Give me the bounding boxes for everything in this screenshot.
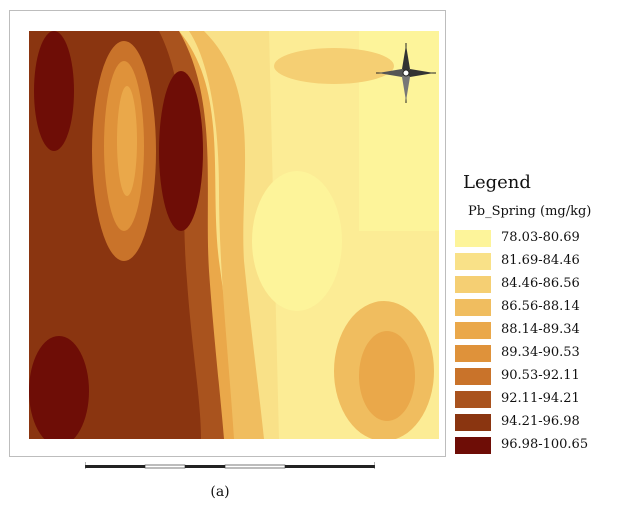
legend-label: 86.56-88.14 — [501, 299, 580, 314]
legend-swatch — [455, 276, 491, 293]
legend-label: 90.53-92.11 — [501, 368, 580, 383]
figure-caption: (a) — [210, 484, 230, 500]
legend-subtitle: Pb_Spring (mg/kg) — [468, 204, 592, 219]
compass-rose-icon — [376, 43, 436, 103]
map-west-lens-core — [117, 86, 137, 196]
legend-swatch — [455, 345, 491, 362]
legend-swatch — [455, 253, 491, 270]
map-low-center — [252, 171, 342, 311]
legend-swatch — [455, 414, 491, 431]
legend-label: 96.98-100.65 — [501, 437, 589, 452]
legend-item: 89.34-90.53 — [455, 344, 618, 363]
map-high-southwest — [29, 336, 89, 439]
legend-swatch — [455, 322, 491, 339]
legend-item: 81.69-84.46 — [455, 252, 618, 271]
legend-label: 88.14-89.34 — [501, 322, 580, 337]
legend-swatch — [455, 437, 491, 454]
map-high-north — [159, 71, 203, 231]
legend-item: 90.53-92.11 — [455, 367, 618, 386]
scale-bar — [85, 462, 375, 469]
legend-item: 92.11-94.21 — [455, 390, 618, 409]
legend-swatch — [455, 368, 491, 385]
map-raster — [29, 31, 439, 439]
map-frame — [9, 10, 446, 457]
legend-item: 86.56-88.14 — [455, 298, 618, 317]
legend-label: 94.21-96.98 — [501, 414, 580, 429]
legend-label: 78.03-80.69 — [501, 230, 580, 245]
legend-title: Legend — [463, 172, 531, 193]
legend-item: 88.14-89.34 — [455, 321, 618, 340]
legend-label: 89.34-90.53 — [501, 345, 580, 360]
legend-label: 81.69-84.46 — [501, 253, 580, 268]
map-band-mid-light — [189, 31, 264, 439]
legend-item: 78.03-80.69 — [455, 229, 618, 248]
legend-swatch — [455, 230, 491, 247]
legend-item: 94.21-96.98 — [455, 413, 618, 432]
legend-label: 92.11-94.21 — [501, 391, 580, 406]
legend-item: 84.46-86.56 — [455, 275, 618, 294]
legend-swatch — [455, 299, 491, 316]
legend-label: 84.46-86.56 — [501, 276, 580, 291]
legend-item: 96.98-100.65 — [455, 436, 618, 455]
map-east-high-core — [359, 331, 415, 421]
map-high-northwest — [34, 31, 74, 151]
map-north-ridge — [274, 48, 394, 84]
legend-swatch — [455, 391, 491, 408]
